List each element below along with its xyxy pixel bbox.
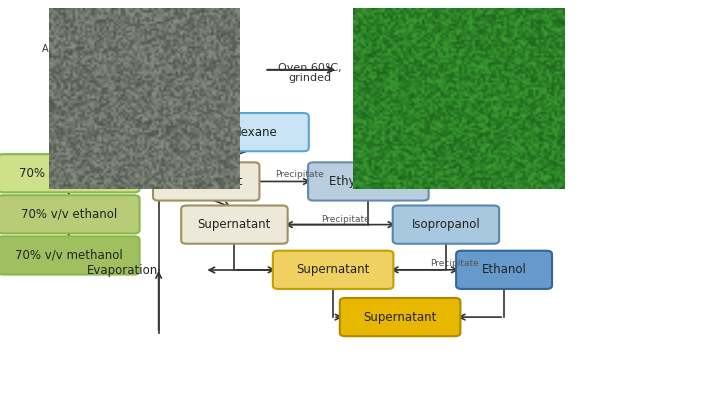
Text: 70% v/v acetone: 70% v/v acetone	[19, 167, 118, 180]
Text: Ethyl acetate: Ethyl acetate	[329, 175, 407, 188]
Text: Hexane: Hexane	[233, 126, 278, 139]
Text: Precipitate: Precipitate	[430, 259, 479, 268]
FancyBboxPatch shape	[153, 162, 259, 201]
Text: Evaporation: Evaporation	[87, 263, 159, 277]
FancyBboxPatch shape	[273, 251, 393, 289]
FancyBboxPatch shape	[308, 162, 429, 201]
FancyBboxPatch shape	[393, 206, 499, 244]
Text: Powder: Powder	[126, 57, 177, 71]
Text: Precipitate: Precipitate	[275, 170, 324, 179]
FancyBboxPatch shape	[0, 195, 140, 233]
Text: Supernatant: Supernatant	[169, 175, 243, 188]
Text: grinded: grinded	[288, 73, 332, 83]
Text: 70% v/v methanol: 70% v/v methanol	[15, 249, 123, 262]
Text: Aqueous extracted: Aqueous extracted	[42, 44, 135, 54]
Text: Supernatant: Supernatant	[296, 263, 370, 276]
FancyBboxPatch shape	[0, 154, 140, 192]
Text: Oven 60°C,: Oven 60°C,	[278, 63, 342, 73]
Text: Supernatant: Supernatant	[363, 311, 437, 323]
Text: Isopropanol: Isopropanol	[412, 218, 480, 231]
FancyBboxPatch shape	[456, 251, 552, 289]
Text: Veronia amygdalina: Veronia amygdalina	[372, 67, 496, 81]
FancyBboxPatch shape	[181, 206, 288, 244]
Text: Precipitate: Precipitate	[321, 215, 369, 224]
FancyBboxPatch shape	[0, 236, 140, 275]
Text: Supernatant: Supernatant	[197, 218, 271, 231]
FancyBboxPatch shape	[202, 113, 309, 151]
Text: 70% v/v ethanol: 70% v/v ethanol	[20, 208, 117, 221]
FancyBboxPatch shape	[340, 298, 460, 336]
Text: Ethanol: Ethanol	[482, 263, 527, 276]
